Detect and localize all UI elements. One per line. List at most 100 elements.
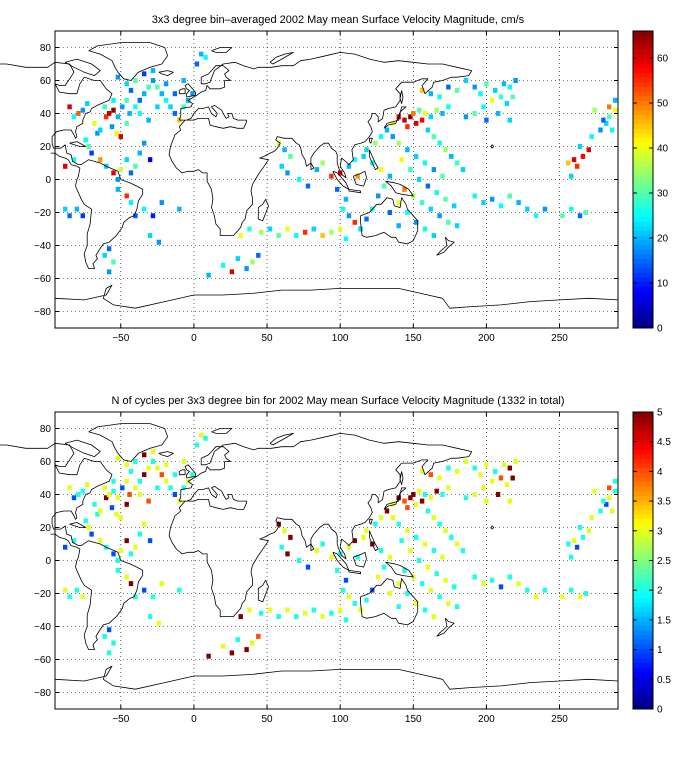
data-cell bbox=[106, 492, 112, 497]
data-cell bbox=[63, 544, 68, 550]
coastline bbox=[269, 433, 294, 446]
data-cell bbox=[484, 117, 489, 123]
colorbar-segment bbox=[633, 569, 653, 575]
data-cell bbox=[229, 650, 235, 656]
data-cell bbox=[71, 495, 77, 501]
data-cell bbox=[71, 538, 77, 544]
data-cell bbox=[516, 581, 521, 587]
data-cell bbox=[133, 544, 138, 550]
y-tick-label: −40 bbox=[34, 622, 51, 633]
data-cell bbox=[569, 587, 574, 593]
coastline bbox=[310, 162, 315, 170]
cycle-count-panel: N of cycles per 3x3 degree bin for 2002 … bbox=[0, 395, 671, 725]
data-cell bbox=[510, 94, 515, 100]
colorbar-segment bbox=[633, 295, 653, 301]
data-cell bbox=[118, 548, 123, 554]
colorbar-segment bbox=[633, 681, 653, 687]
data-cell bbox=[146, 465, 151, 471]
colorbar-tick-label: 1 bbox=[657, 645, 663, 656]
data-cell bbox=[446, 219, 451, 225]
y-tick-label: 60 bbox=[40, 457, 52, 468]
data-cell bbox=[580, 534, 586, 540]
data-cell bbox=[414, 501, 419, 507]
colorbar-segment bbox=[633, 597, 653, 603]
data-cell bbox=[463, 495, 469, 501]
colorbar-tick-label: 10 bbox=[657, 279, 669, 290]
data-cell bbox=[449, 153, 454, 159]
data-cell bbox=[346, 544, 352, 550]
data-cell bbox=[137, 150, 142, 156]
data-cell bbox=[279, 544, 284, 550]
colorbar-segment bbox=[633, 685, 653, 691]
data-cell bbox=[142, 71, 147, 77]
colorbar-segment bbox=[633, 225, 653, 231]
colorbar-segment bbox=[633, 72, 653, 78]
colorbar-segment bbox=[633, 258, 653, 264]
colorbar-segment bbox=[633, 281, 653, 287]
data-cell bbox=[118, 167, 123, 172]
data-cell bbox=[463, 459, 469, 464]
data-cell bbox=[297, 558, 302, 563]
data-cell bbox=[566, 160, 571, 166]
data-cell bbox=[229, 269, 235, 275]
coastline bbox=[360, 197, 419, 245]
data-cell bbox=[124, 81, 129, 87]
data-cell bbox=[128, 200, 134, 205]
data-cell bbox=[311, 226, 316, 232]
data-cell bbox=[352, 600, 357, 606]
data-cell bbox=[431, 167, 436, 172]
data-cell bbox=[80, 488, 85, 494]
data-cell bbox=[422, 160, 428, 166]
data-cell bbox=[446, 104, 451, 110]
data-cell bbox=[155, 465, 160, 471]
data-cell bbox=[352, 219, 357, 225]
coastline bbox=[348, 570, 361, 575]
data-cell bbox=[147, 538, 153, 544]
coastline bbox=[54, 284, 619, 309]
colorbar-tick-label: 1.5 bbox=[657, 615, 671, 626]
colorbar-segment bbox=[633, 230, 653, 236]
colorbar-segment bbox=[633, 202, 653, 208]
colorbar-segment bbox=[633, 142, 653, 148]
x-tick-label: 150 bbox=[405, 714, 422, 725]
data-cell bbox=[285, 607, 290, 613]
data-cell bbox=[147, 157, 153, 163]
data-cell bbox=[320, 233, 325, 238]
data-cell bbox=[142, 140, 147, 146]
data-cell bbox=[147, 614, 153, 620]
data-cell bbox=[142, 521, 147, 527]
data-cell bbox=[74, 587, 80, 593]
data-cell bbox=[586, 528, 591, 534]
data-cell bbox=[396, 521, 401, 527]
data-cell bbox=[343, 196, 349, 202]
data-cell bbox=[285, 170, 290, 176]
data-cell bbox=[428, 91, 433, 97]
data-cell bbox=[89, 531, 94, 537]
data-cell bbox=[533, 213, 539, 219]
data-cell bbox=[128, 551, 134, 557]
data-cell bbox=[67, 104, 72, 110]
data-cell bbox=[124, 462, 129, 468]
colorbar: 0 0.5 1 1.5 2 2.5 3 3.5 4 4.5 5 bbox=[632, 408, 671, 716]
colorbar-segment bbox=[633, 588, 653, 594]
data-cell bbox=[419, 468, 425, 474]
data-cell bbox=[574, 544, 580, 550]
data-cell bbox=[463, 78, 469, 83]
data-cell bbox=[111, 170, 116, 176]
data-cell bbox=[431, 134, 436, 140]
coastline bbox=[184, 464, 196, 479]
data-cell bbox=[472, 492, 477, 497]
coastline bbox=[211, 47, 233, 53]
coastline bbox=[69, 141, 87, 147]
data-cell bbox=[440, 173, 445, 179]
x-tick-label: 100 bbox=[332, 714, 349, 725]
data-cell bbox=[340, 206, 346, 212]
data-cell bbox=[378, 515, 384, 521]
coastline bbox=[310, 543, 315, 551]
data-cell bbox=[569, 554, 574, 560]
data-cell bbox=[440, 492, 445, 497]
data-cell bbox=[282, 147, 287, 153]
data-cell bbox=[443, 147, 448, 153]
data-cell bbox=[106, 650, 112, 656]
data-cell bbox=[434, 488, 439, 494]
